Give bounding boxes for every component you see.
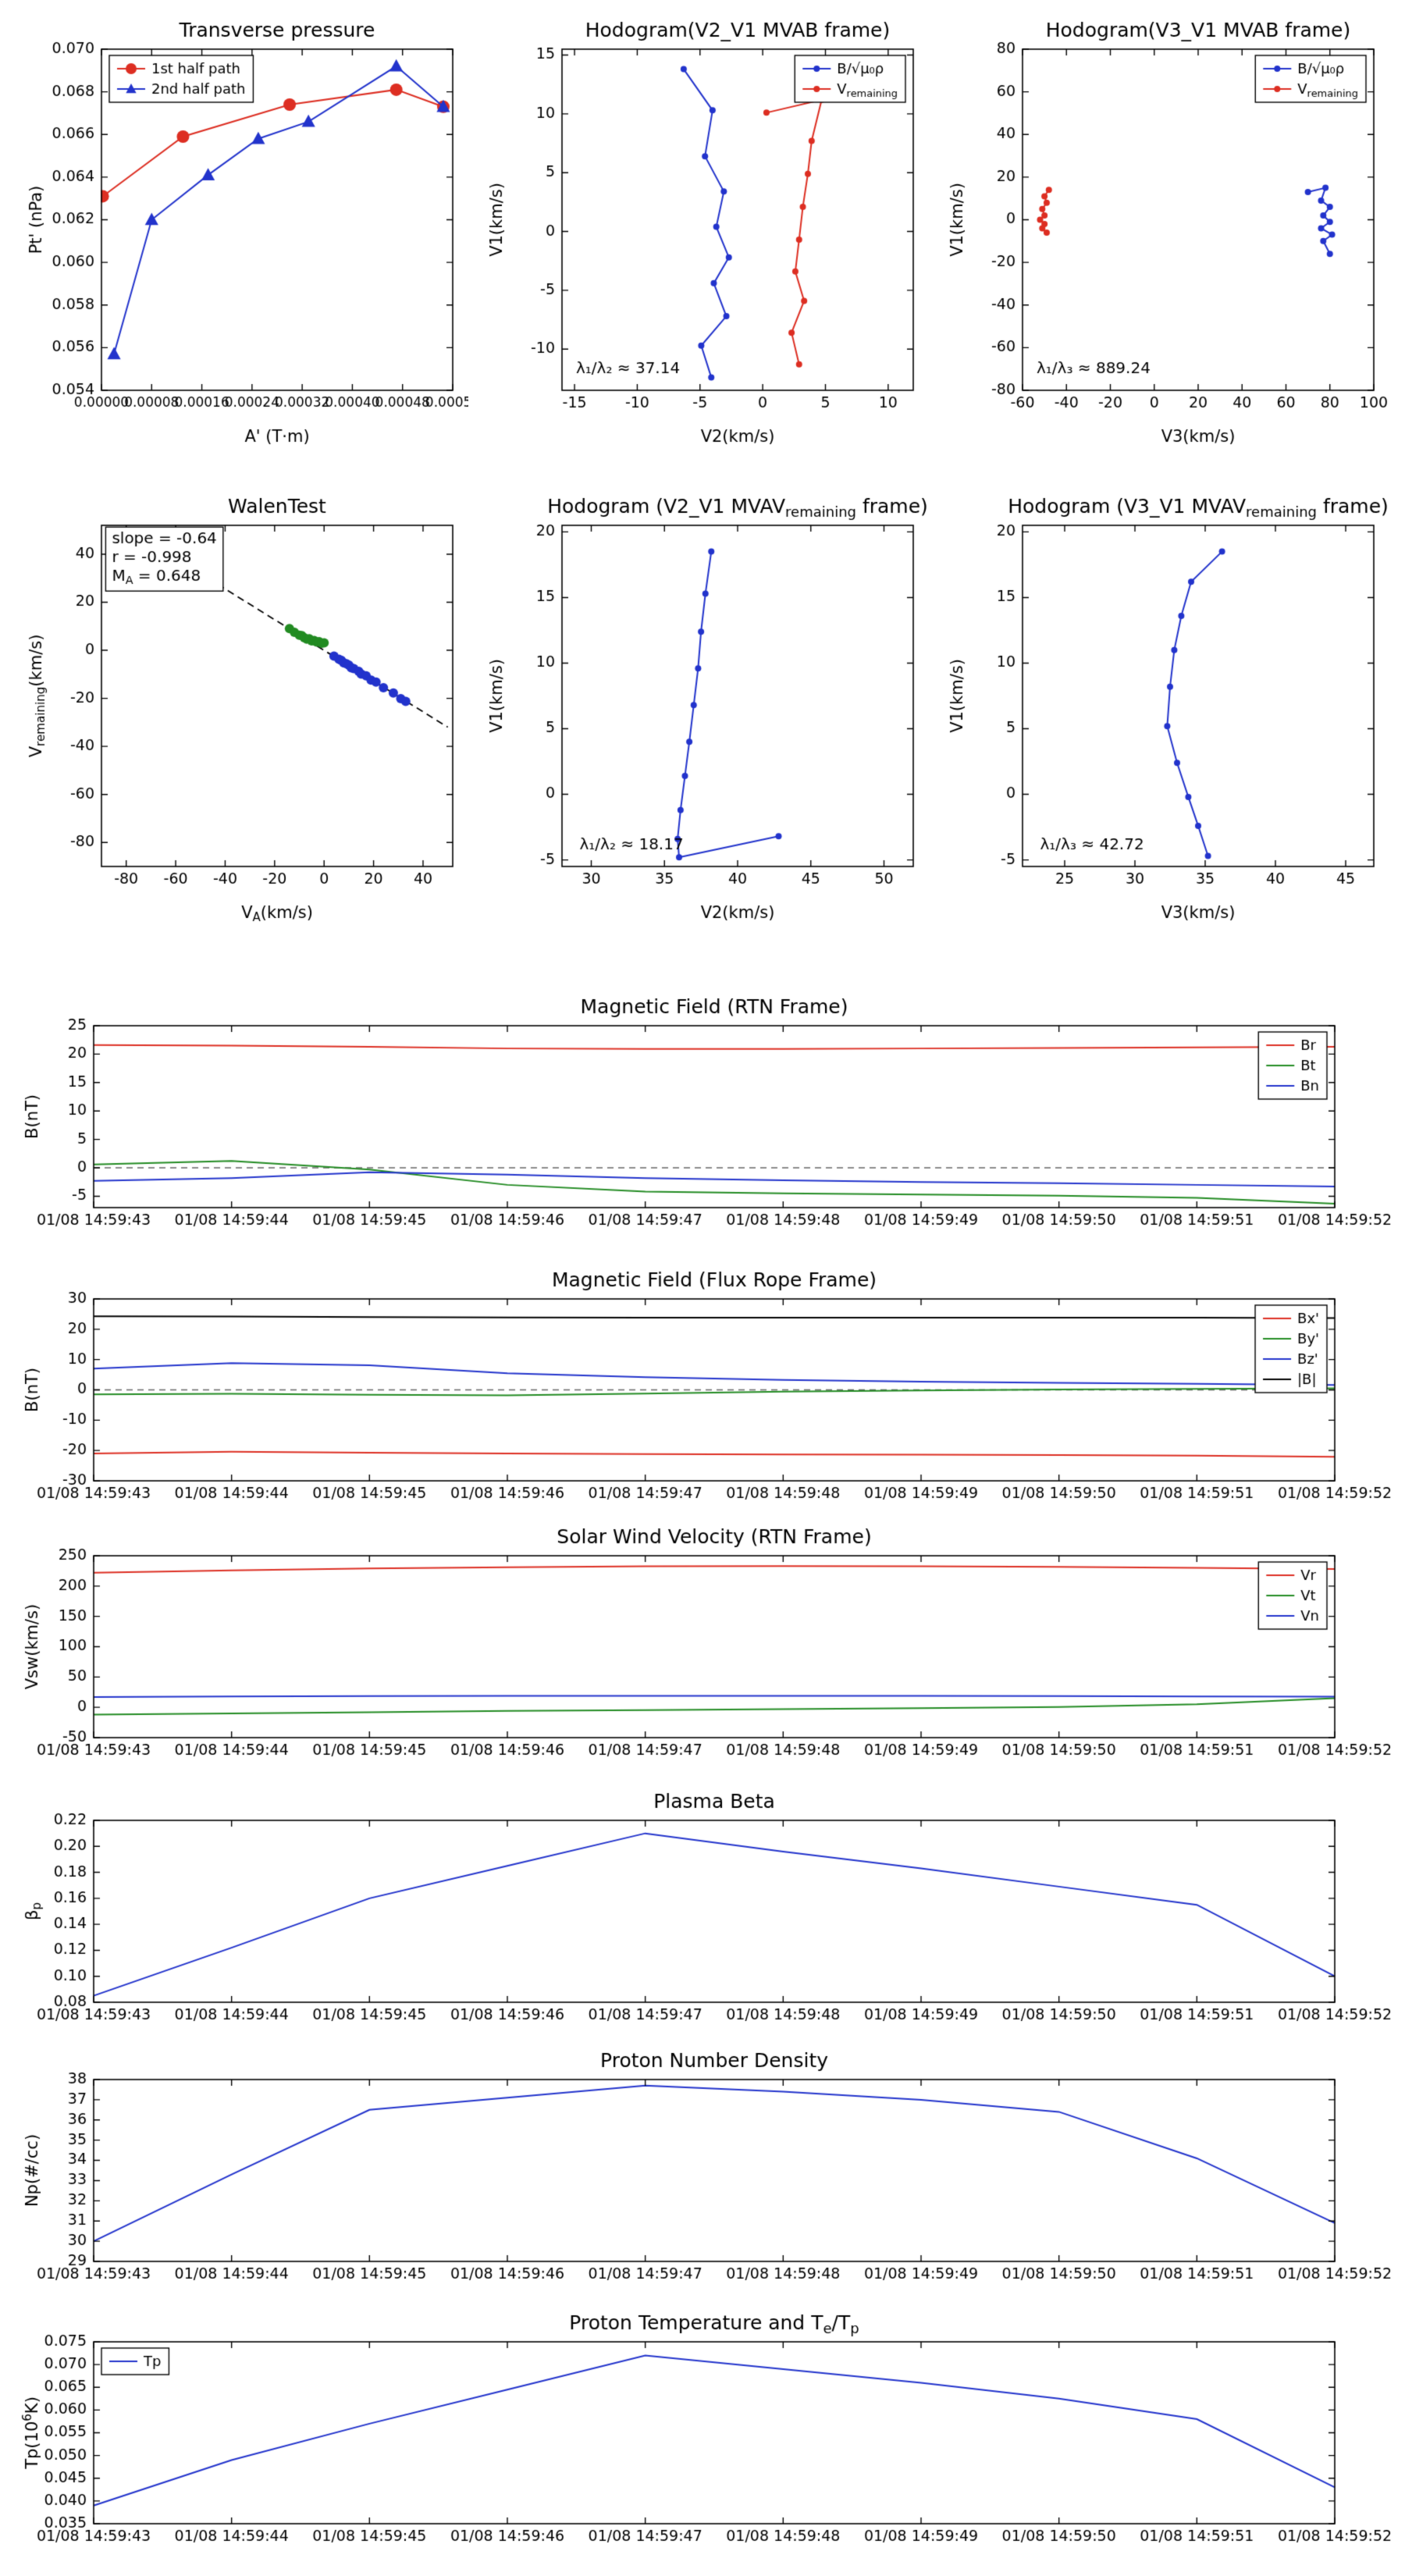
magnetic-field-flux-rope-canvas bbox=[16, 1258, 1393, 1516]
chart-proton-number-density bbox=[16, 2039, 1393, 2297]
transverse-pressure-canvas bbox=[20, 12, 468, 453]
proton-number-density-canvas bbox=[16, 2039, 1393, 2297]
chart-hodogram-v3v1-mvab bbox=[941, 12, 1389, 453]
proton-temperature-canvas bbox=[16, 2301, 1393, 2559]
chart-plasma-beta bbox=[16, 1780, 1393, 2037]
hodogram-v2v1-mvab-canvas bbox=[480, 12, 929, 453]
hodogram-v2v1-mvav-canvas bbox=[480, 488, 929, 929]
chart-solar-wind-velocity bbox=[16, 1515, 1393, 1773]
chart-transverse-pressure bbox=[20, 12, 468, 453]
chart-magnetic-field-rtn bbox=[16, 985, 1393, 1243]
chart-hodogram-v3v1-mvav bbox=[941, 488, 1389, 929]
chart-walen-test bbox=[20, 488, 468, 929]
hodogram-v3v1-mvab-canvas bbox=[941, 12, 1389, 453]
hodogram-v3v1-mvav-canvas bbox=[941, 488, 1389, 929]
magnetic-field-rtn-canvas bbox=[16, 985, 1393, 1243]
solar-wind-velocity-canvas bbox=[16, 1515, 1393, 1773]
chart-proton-temperature bbox=[16, 2301, 1393, 2559]
chart-hodogram-v2v1-mvav bbox=[480, 488, 929, 929]
plasma-beta-canvas bbox=[16, 1780, 1393, 2037]
chart-hodogram-v2v1-mvab bbox=[480, 12, 929, 453]
walen-test-canvas bbox=[20, 488, 468, 929]
chart-magnetic-field-flux-rope bbox=[16, 1258, 1393, 1516]
